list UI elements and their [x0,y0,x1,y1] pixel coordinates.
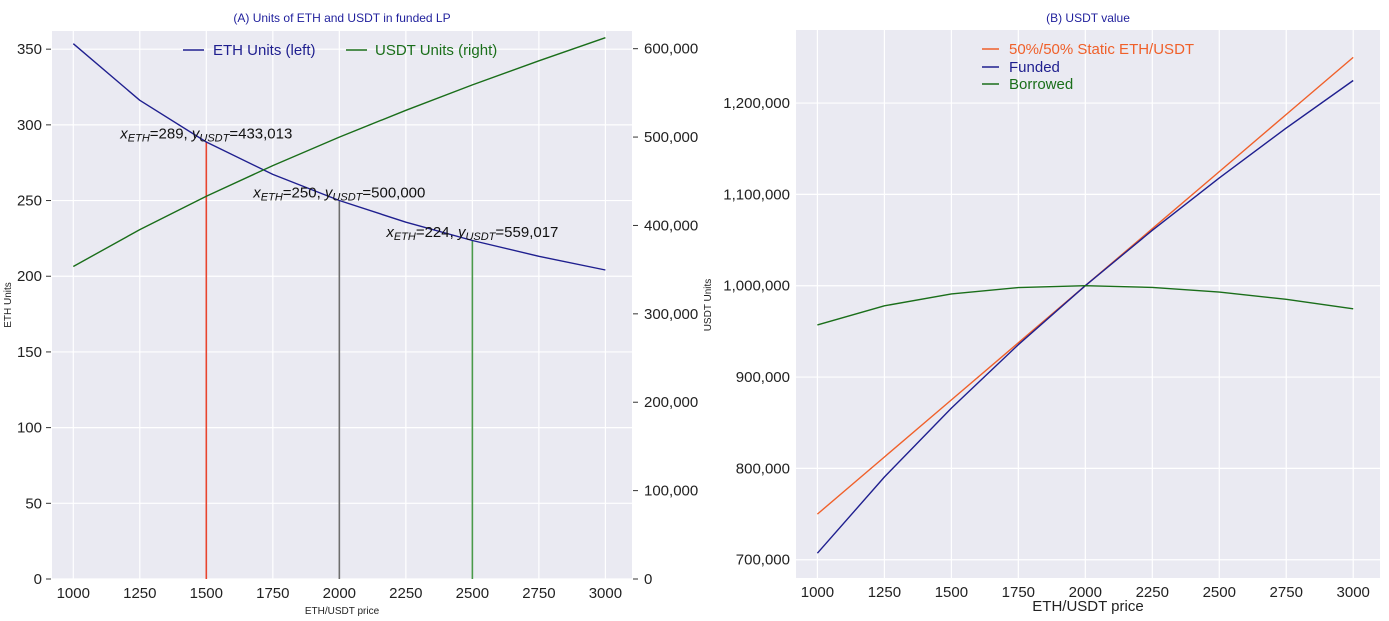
panel-b-x-axis-label: ETH/USDT price [1032,598,1143,615]
panel-a-right-y-axis-label: USDT Units [703,279,714,332]
panel-b-y-tick-label: 900,000 [736,369,790,386]
panel-a-y-tick-label: 50 [25,495,42,512]
panel-a-y-tick-label: 0 [34,571,42,588]
panel-a-ethusdt-units-chart: 1000 1250 1500 1750 2000 2250 2500 2750 3000 050… [3,11,714,617]
panel-a-x-tick-label: 1750 [256,585,289,602]
panel-a-right-y-tick-label: 500,000 [644,129,698,146]
panel-b-title: (B) USDT value [1046,11,1130,25]
panel-b-plot-background [796,30,1380,578]
panel-a-right-y-tick-label: 300,000 [644,306,698,323]
panel-a-right-y-tick-label: 100,000 [644,483,698,500]
panel-a-right-y-tick-labels: 0 100,000 200,000 300,000 400,000 500,000 600,… [633,41,698,588]
panel-a-right-y-tick-label: 600,000 [644,41,698,58]
panel-b-x-tick-label: 2750 [1270,584,1303,601]
panel-b-x-tick-label: 2250 [1136,584,1169,601]
panel-b-series-lines [816,56,1354,554]
panel-b-x-tick-label: 1500 [935,584,968,601]
panel-b-usdt-value-chart: 1000 1250 1500 1750 2000 2250 2500 2750 3000 700… [723,11,1380,615]
panel-a-legend: ETH Units (left) USDT Units (right) [183,42,497,59]
panel-b-x-tick-label: 1250 [868,584,901,601]
panel-a-annotations: xETH=289, yUSDT=433,013 xETH=250, yUSDT=5… [119,126,558,243]
panel-b-x-tick-labels: 1000 1250 1500 1750 2000 2250 2500 2750 3000 [801,584,1370,601]
panel-a-y-tick-label: 100 [17,420,42,437]
panel-a-annotation: xETH=224, yUSDT=559,017 [385,224,558,243]
panel-a-marker-lines [205,141,474,579]
panel-a-y-tick-label: 150 [17,344,42,361]
panel-a-x-tick-label: 2750 [522,585,555,602]
panel-b-y-tick-label: 1,200,000 [723,95,790,112]
panel-a-x-tick-label: 2000 [323,585,356,602]
panel-b-x-tick-label: 2500 [1203,584,1236,601]
series-line-eth-units-left [72,43,606,271]
panel-b-x-tick-label: 3000 [1337,584,1370,601]
panel-a-right-y-tick-label: 0 [644,571,652,588]
panel-a-y-tick-label: 300 [17,117,42,134]
panel-b-legend: 50%/50% Static ETH/USDT Funded Borrowed [982,41,1194,93]
panel-a-x-tick-label: 2500 [456,585,489,602]
panel-a-right-y-tick-label: 400,000 [644,217,698,234]
panel-a-plot-background [52,31,632,579]
panel-a-x-axis-label: ETH/USDT price [305,606,380,617]
panel-a-x-tick-label: 1250 [123,585,156,602]
legend-label-usdt-units: USDT Units (right) [375,42,497,59]
panel-b-y-tick-labels: 700,000 800,000 900,000 1,000,000 1,100,000 1… [723,95,790,569]
panel-a-x-tick-label: 1500 [190,585,223,602]
panel-b-y-tick-label: 800,000 [736,460,790,477]
panel-a-y-tick-labels: 0 50 100 150 200 250 300 350 [17,41,51,588]
panel-b-x-tick-label: 1000 [801,584,834,601]
panel-b-y-tick-label: 700,000 [736,552,790,569]
panel-a-y-tick-label: 350 [17,41,42,58]
panel-a-y-tick-label: 200 [17,268,42,285]
panel-a-y-axis-label: ETH Units [3,282,14,328]
panel-a-x-tick-label: 2250 [389,585,422,602]
panel-a-x-tick-label: 1000 [57,585,90,602]
panel-a-annotation: xETH=289, yUSDT=433,013 [119,126,292,145]
panel-b-x-tick-label: 2000 [1069,584,1102,601]
panel-a-annotation: xETH=250, yUSDT=500,000 [252,185,425,204]
legend-label-borrowed: Borrowed [1009,76,1073,93]
series-line-usdt-units-right [72,37,606,268]
legend-label-static: 50%/50% Static ETH/USDT [1009,41,1194,58]
panel-a-y-tick-label: 250 [17,193,42,210]
panel-a-series-lines [72,37,606,271]
panel-a-right-y-tick-label: 200,000 [644,394,698,411]
panel-a-title: (A) Units of ETH and USDT in funded LP [233,11,450,25]
panel-a-gridlines [52,31,632,580]
panel-b-x-tick-label: 1750 [1002,584,1035,601]
panel-a-x-tick-label: 3000 [589,585,622,602]
panel-b-y-tick-label: 1,000,000 [723,278,790,295]
legend-label-funded: Funded [1009,59,1060,76]
panel-b-y-tick-label: 1,100,000 [723,186,790,203]
panel-a-x-tick-labels: 1000 1250 1500 1750 2000 2250 2500 2750 3000 [57,585,622,602]
series-line-borrowed [817,285,1354,326]
legend-label-eth-units: ETH Units (left) [213,42,316,59]
